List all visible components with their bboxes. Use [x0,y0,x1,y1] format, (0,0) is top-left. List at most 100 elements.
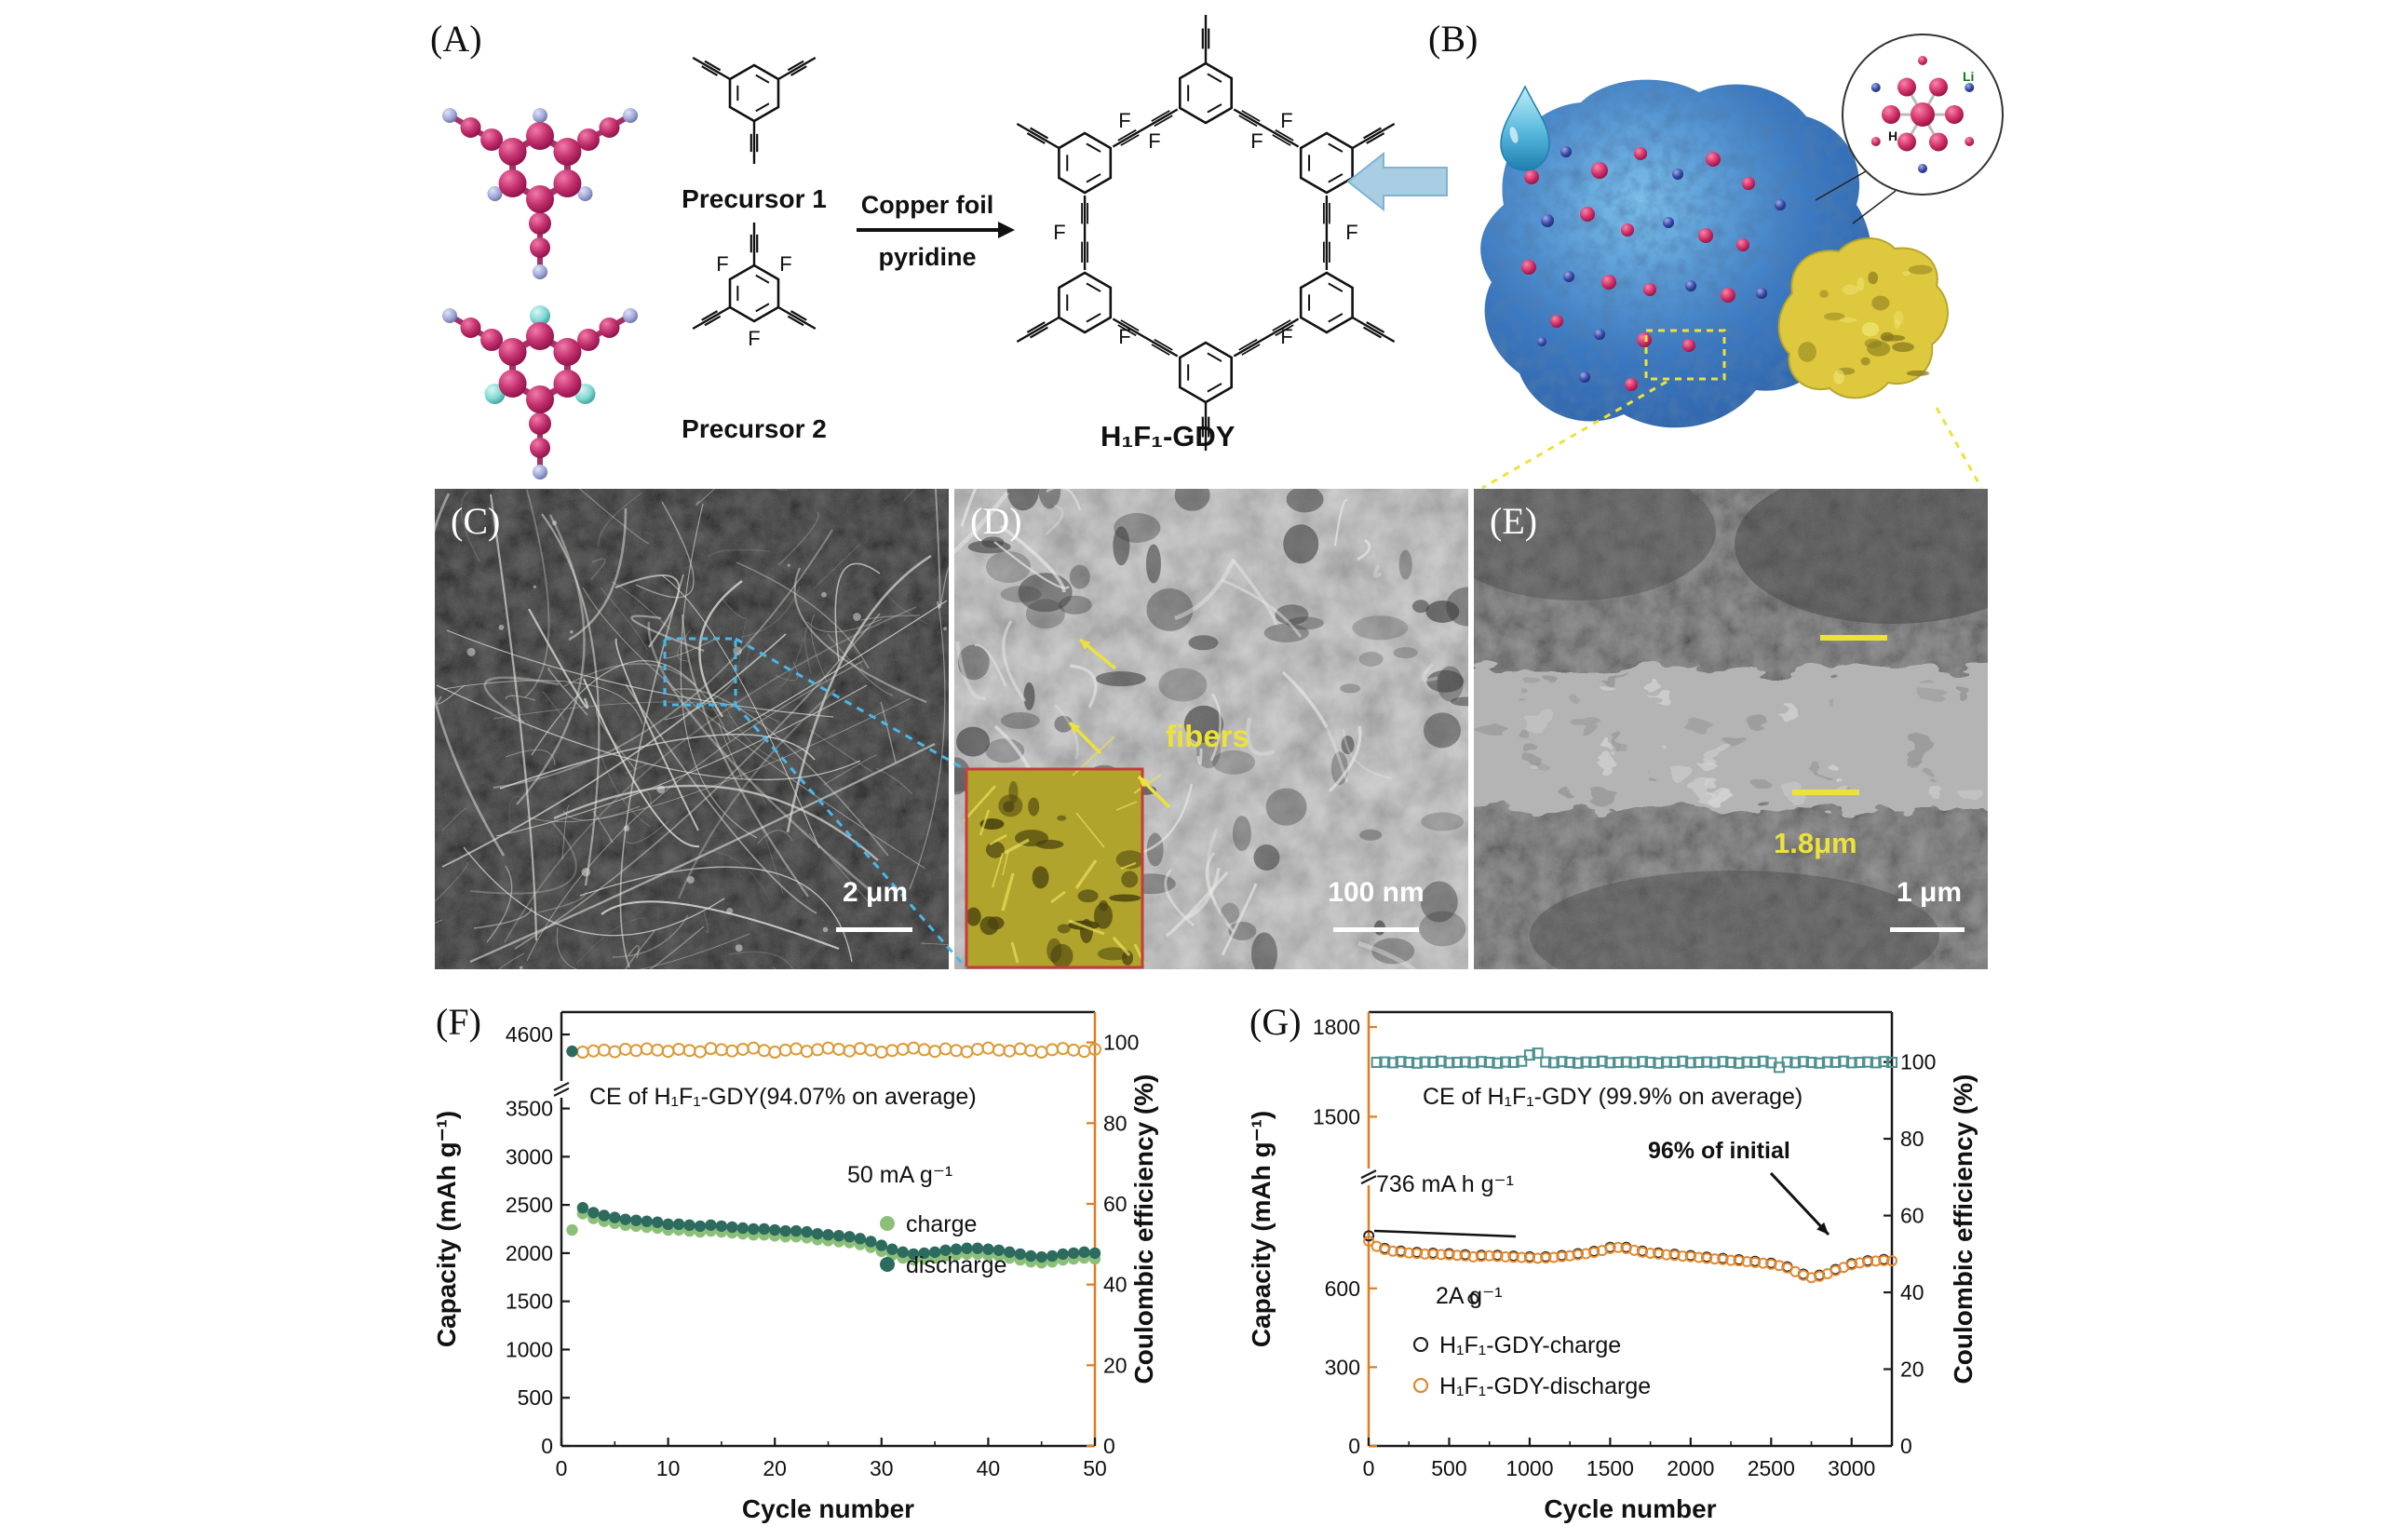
ion-spheres [1521,146,1786,391]
right-tick-label: 40 [1103,1273,1127,1297]
x-axis-title: Cycle number [742,1494,914,1523]
annotation-text: 2A g⁻¹ [1436,1283,1503,1309]
fibers-annotation: fibers [1166,719,1249,753]
pointer-arrow [1769,1171,1830,1236]
right-tick-label: 80 [1900,1127,1924,1151]
y-axis-title-left: Capacity (mAh g⁻¹) [1247,1111,1276,1347]
y-axis-title-right: Coulombic efficiency (%) [1129,1074,1158,1385]
colored-inset [962,736,1162,969]
panel-a-label: (A) [430,18,482,60]
fiber-arrows [1068,638,1171,809]
hydrogen-label: H [1888,128,1897,143]
fluorine-label: F [1280,109,1292,132]
fluorine-label: F [748,327,760,350]
series-discharge [566,1045,1101,1263]
fluorine-label: F [1118,109,1130,132]
precursor2-label: Precursor 2 [682,414,827,443]
scalebar-label-d: 100 nm [1328,877,1425,908]
y-axis-title-right: Coulombic efficiency (%) [1949,1074,1978,1385]
x-tick-label: 2000 [1667,1456,1714,1480]
axes: 0500100015002000250030003500460002040608… [506,1010,1139,1480]
legend-label: charge [906,1211,977,1237]
scalebar-label-c: 2 μm [842,877,909,908]
right-tick-label: 80 [1103,1111,1127,1135]
inset-molecule-cluster [1870,56,1975,173]
x-tick-label: 0 [1363,1456,1375,1480]
scalebar-c [836,927,912,932]
left-tick-label: 1800 [1313,1015,1360,1039]
right-tick-label: 20 [1900,1358,1924,1382]
water-droplet [1500,85,1550,171]
panel-d-label: (D) [970,500,1022,542]
scalebar-label-e: 1 μm [1896,877,1963,908]
sem-image-overview [435,489,949,969]
right-tick-label: 20 [1103,1353,1127,1377]
x-tick-label: 1500 [1587,1456,1634,1480]
right-tick-label: 40 [1900,1280,1924,1304]
x-tick-label: 50 [1083,1456,1107,1480]
right-tick-label: 0 [1900,1434,1912,1458]
left-tick-label: 4600 [506,1022,553,1047]
left-tick-label: 300 [1325,1355,1360,1379]
fluorine-label: F [1280,325,1292,348]
x-tick-label: 500 [1431,1456,1466,1480]
right-tick-label: 60 [1103,1192,1127,1216]
fluorine-label: F [716,252,728,276]
left-tick-label: 3000 [506,1144,553,1169]
highlight-box [1644,329,1726,381]
panel-b-label: (B) [1428,18,1479,60]
left-tick-label: 500 [518,1385,553,1410]
series-coulombic-efficiency [575,1041,1101,1060]
panel-c-label: (C) [451,500,501,542]
fiber-edge-mark-top [1820,635,1887,641]
fluorine-label: F [1148,129,1160,153]
fluorine-label: F [779,252,791,276]
h1f1-gdy-macrocycle [1016,15,1396,451]
x-tick-label: 40 [977,1456,1001,1480]
left-tick-label: 0 [1348,1434,1360,1458]
annotation-text: 96% of initial [1648,1138,1790,1164]
fluorine-label: F [1118,325,1130,348]
precursor1-label: Precursor 1 [682,184,827,213]
fluorine-label: F [1250,129,1263,153]
x-tick-label: 20 [763,1456,787,1480]
reaction-condition-top: Copper foil [861,191,994,219]
fluorine-label: F [1345,221,1357,244]
left-tick-label: 2000 [506,1241,553,1265]
product-label: H₁F₁-GDY [1100,420,1236,453]
legend-label: H₁F₁-GDY-charge [1439,1332,1621,1358]
left-tick-label: 0 [541,1434,553,1458]
left-tick-label: 1500 [1313,1104,1360,1128]
magnifier-callout: Li H [1815,34,2004,224]
left-tick-label: 2500 [506,1193,553,1217]
series-coulombic-efficiency [1371,1047,1897,1074]
left-tick-label: 1000 [506,1337,553,1361]
panel-a-graphic: Precursor 1 Precursor 2 Copper foil pyri… [442,15,1448,480]
gdy-fiber-chunk [1777,237,1949,399]
sem-image-fiber [1474,489,1988,969]
precursor1-ballstick-model [442,108,638,279]
sem-image-closeup [954,489,1468,969]
precursor2-structure [692,223,817,331]
reaction-condition-bottom: pyridine [878,243,976,271]
y-axis-title-left: Capacity (mAh g⁻¹) [432,1111,461,1347]
fiber-thickness-label: 1.8μm [1774,827,1857,859]
scalebar-e [1890,927,1965,932]
transfer-arrow [1346,151,1448,212]
x-tick-label: 3000 [1828,1456,1875,1480]
series-discharge [1363,1235,1897,1284]
panel-e-label: (E) [1490,500,1538,542]
annotation-text: 736 mA h g⁻¹ [1376,1171,1514,1197]
chart-cycling-50mA: 0500100015002000250030003500460002040608… [432,1010,1158,1523]
panel-b-graphic: Li H [1480,34,2004,428]
x-tick-label: 0 [556,1456,568,1480]
x-tick-label: 10 [656,1456,681,1480]
fluorine-label: F [1053,221,1065,244]
fiber-edge-mark-bottom [1792,790,1859,795]
right-tick-label: 100 [1900,1050,1936,1074]
annotation-text: 50 mA g⁻¹ [847,1162,952,1188]
legend-label: H₁F₁-GDY-discharge [1439,1373,1651,1399]
